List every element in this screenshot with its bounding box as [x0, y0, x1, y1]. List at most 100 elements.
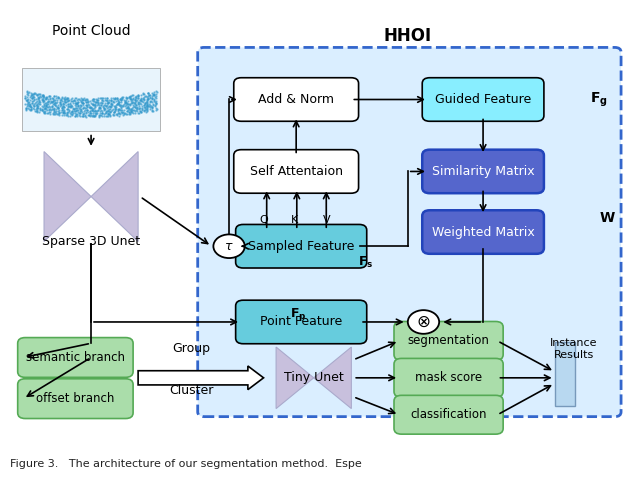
Point [123, 104, 133, 112]
Point [84, 109, 95, 117]
Point [151, 93, 161, 100]
Point [83, 101, 93, 109]
Point [150, 102, 160, 110]
Point [118, 101, 128, 109]
Point [40, 104, 50, 112]
Point [26, 103, 36, 111]
Point [61, 111, 72, 119]
FancyBboxPatch shape [22, 68, 160, 131]
Text: Guided Feature: Guided Feature [435, 93, 531, 106]
Point [28, 94, 38, 101]
Point [75, 112, 85, 120]
Point [99, 105, 109, 113]
Point [78, 113, 88, 120]
Point [76, 95, 86, 102]
Point [135, 97, 145, 104]
Point [97, 99, 108, 107]
Point [99, 105, 109, 113]
Point [136, 100, 147, 108]
Point [129, 101, 139, 109]
Point [76, 107, 86, 115]
Point [32, 103, 42, 111]
Point [131, 94, 141, 102]
Point [136, 95, 146, 103]
Point [125, 101, 135, 109]
Point [96, 95, 106, 102]
Text: Point Cloud: Point Cloud [52, 24, 131, 38]
Point [110, 102, 120, 110]
Point [124, 93, 134, 101]
Point [122, 94, 132, 102]
Point [56, 100, 67, 108]
Point [41, 96, 51, 103]
Point [77, 95, 88, 102]
Point [49, 105, 59, 113]
Point [47, 99, 57, 106]
Point [41, 99, 51, 107]
Point [117, 110, 127, 117]
Point [65, 110, 75, 117]
Point [38, 99, 49, 106]
Point [142, 95, 152, 102]
Point [110, 94, 120, 101]
Point [47, 110, 58, 118]
Point [106, 96, 116, 103]
Point [59, 94, 69, 101]
Point [58, 108, 68, 115]
Point [84, 111, 94, 118]
Point [102, 99, 112, 107]
Point [84, 111, 94, 119]
Point [100, 96, 111, 104]
Point [68, 105, 78, 113]
Point [117, 94, 127, 102]
Point [96, 111, 106, 119]
Point [41, 102, 51, 110]
Point [70, 98, 80, 105]
Point [26, 106, 36, 114]
Point [145, 99, 156, 106]
Point [65, 112, 75, 119]
Point [32, 92, 42, 99]
Point [42, 103, 52, 111]
Point [63, 102, 73, 110]
Point [109, 99, 120, 106]
Point [72, 102, 83, 110]
Point [76, 97, 86, 104]
Point [147, 95, 157, 102]
Point [126, 107, 136, 115]
FancyBboxPatch shape [422, 210, 544, 254]
FancyBboxPatch shape [236, 300, 367, 344]
Point [88, 101, 98, 109]
Point [143, 89, 154, 97]
Point [147, 92, 157, 100]
Point [55, 100, 65, 108]
Point [49, 99, 59, 107]
Point [20, 106, 31, 114]
Point [129, 102, 140, 110]
Point [23, 99, 33, 106]
Point [29, 99, 40, 107]
Point [98, 95, 108, 102]
Point [77, 104, 88, 112]
Point [38, 93, 49, 100]
Point [109, 108, 119, 116]
Point [28, 104, 38, 112]
Point [127, 106, 138, 114]
Point [20, 100, 31, 108]
Point [133, 94, 143, 102]
Point [31, 101, 41, 109]
Point [147, 94, 157, 102]
Point [147, 104, 157, 112]
Point [88, 105, 98, 113]
Point [106, 99, 116, 107]
Point [71, 107, 81, 115]
Point [133, 100, 143, 108]
Point [58, 102, 68, 110]
Point [72, 104, 82, 112]
Point [44, 103, 54, 111]
Point [108, 105, 118, 113]
Point [104, 107, 114, 115]
FancyBboxPatch shape [422, 150, 544, 193]
Point [45, 95, 56, 102]
Point [37, 91, 47, 99]
